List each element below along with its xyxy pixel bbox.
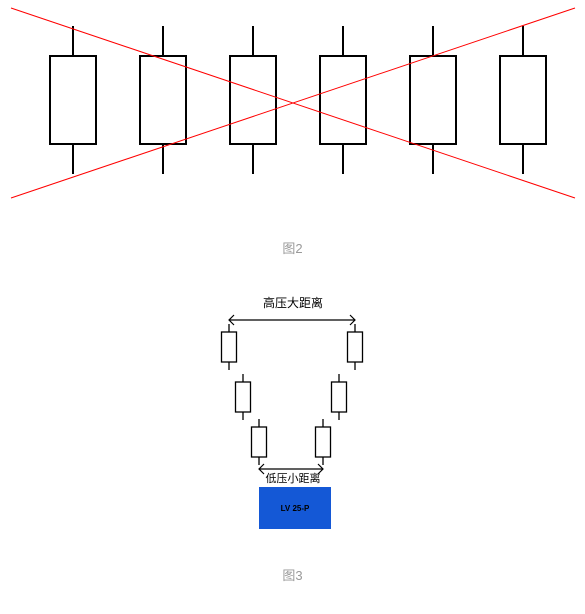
figure-2-diagram [3, 0, 583, 220]
svg-text:LV 25-P: LV 25-P [280, 504, 309, 513]
figure-3-diagram: 高压大距离低压小距离 LV 25-P [133, 287, 453, 547]
figure-3-caption: 图3 [0, 565, 585, 584]
figure-2-caption: 图2 [0, 238, 585, 257]
svg-text:低压小距离: 低压小距离 [265, 471, 320, 485]
svg-text:高压大距离: 高压大距离 [262, 295, 322, 310]
